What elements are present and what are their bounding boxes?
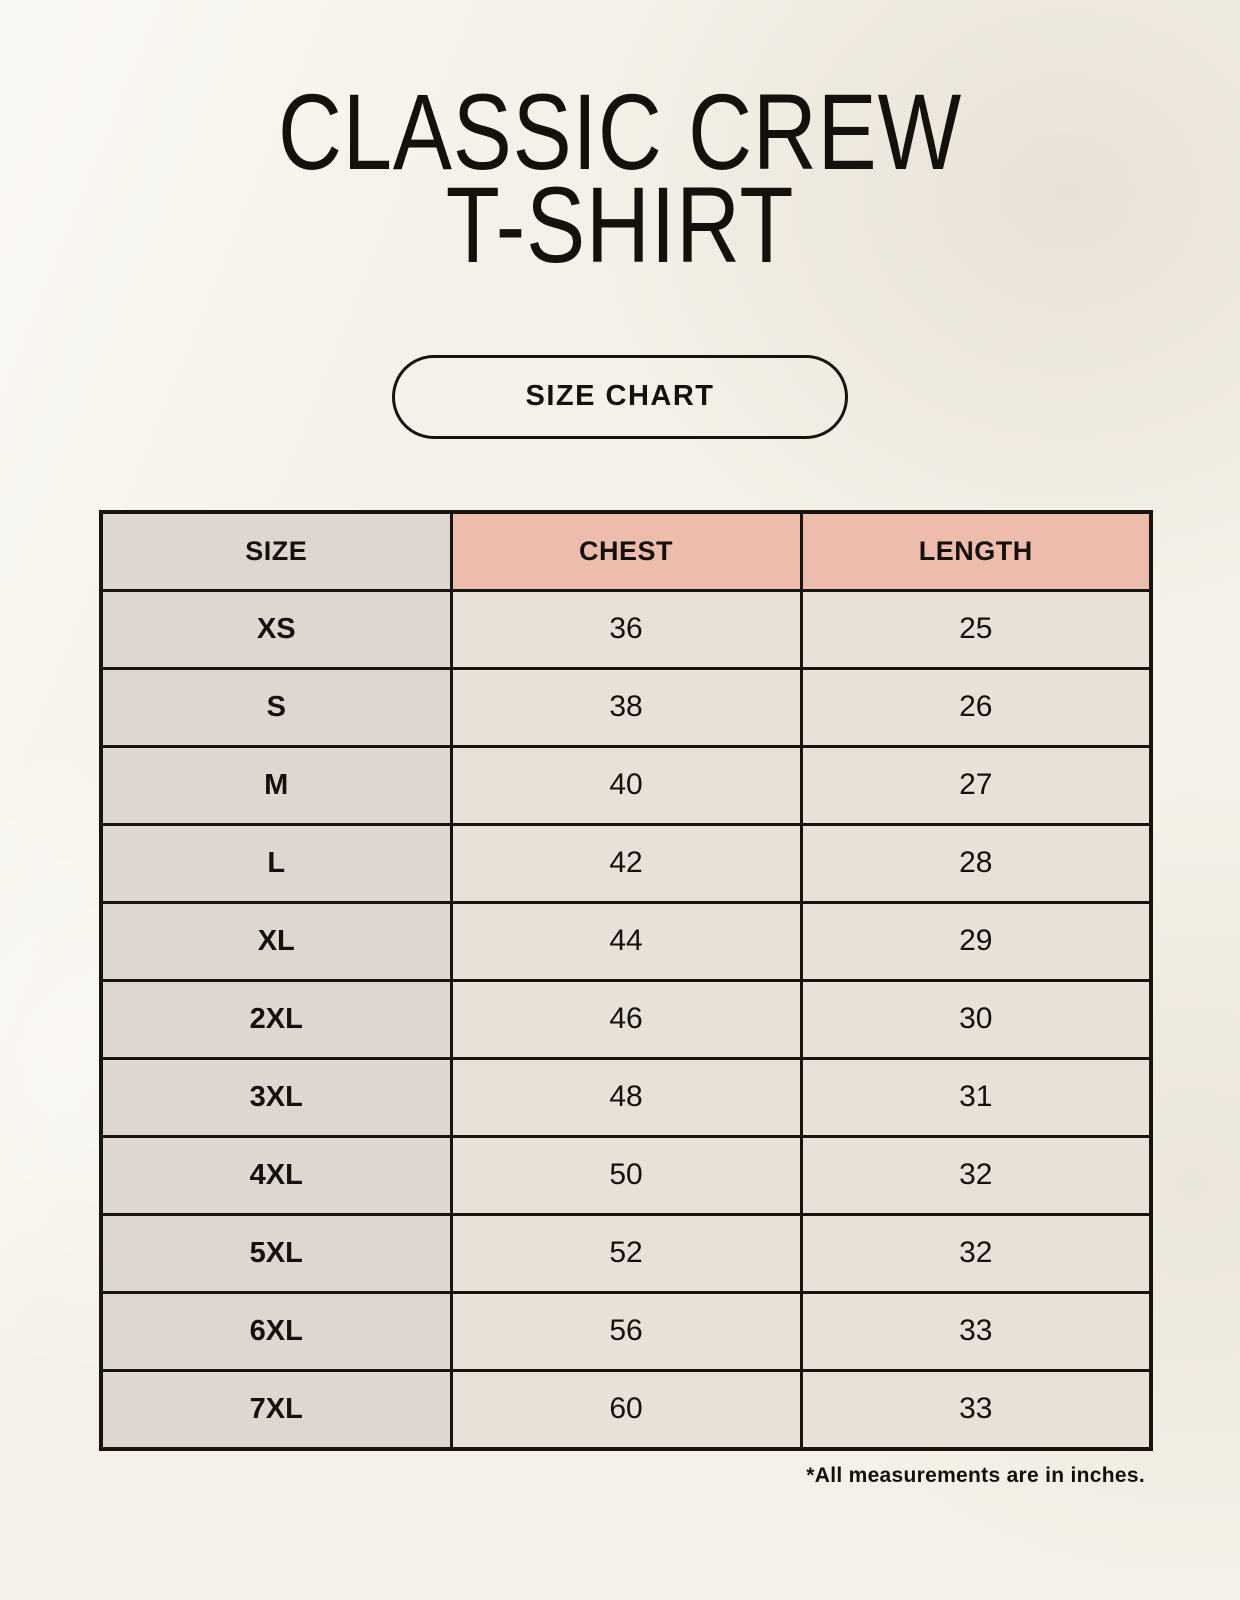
column-header-chest: CHEST bbox=[449, 510, 803, 592]
size-chart-badge-label: SIZE CHART bbox=[525, 380, 715, 413]
table-row: 7XL 60 33 bbox=[99, 1368, 1153, 1451]
table-row: S 38 26 bbox=[99, 666, 1153, 748]
chest-cell: 42 bbox=[449, 822, 803, 904]
table-row: 2XL 46 30 bbox=[99, 978, 1153, 1060]
column-header-length: LENGTH bbox=[799, 510, 1153, 592]
chest-cell: 48 bbox=[449, 1056, 803, 1138]
chest-cell: 56 bbox=[449, 1290, 803, 1372]
size-cell: 4XL bbox=[99, 1134, 453, 1216]
chest-cell: 46 bbox=[449, 978, 803, 1060]
size-cell: 7XL bbox=[99, 1368, 453, 1451]
table-row: 4XL 50 32 bbox=[99, 1134, 1153, 1216]
length-cell: 29 bbox=[799, 900, 1153, 982]
size-cell: M bbox=[99, 744, 453, 826]
length-cell: 32 bbox=[799, 1134, 1153, 1216]
size-cell: 6XL bbox=[99, 1290, 453, 1372]
table-header-row: SIZE CHEST LENGTH bbox=[99, 510, 1153, 592]
chest-cell: 40 bbox=[449, 744, 803, 826]
length-cell: 32 bbox=[799, 1212, 1153, 1294]
table-row: 5XL 52 32 bbox=[99, 1212, 1153, 1294]
column-header-size: SIZE bbox=[99, 510, 453, 592]
size-cell: S bbox=[99, 666, 453, 748]
size-cell: 3XL bbox=[99, 1056, 453, 1138]
table-row: M 40 27 bbox=[99, 744, 1153, 826]
size-cell: XL bbox=[99, 900, 453, 982]
length-cell: 31 bbox=[799, 1056, 1153, 1138]
chest-cell: 44 bbox=[449, 900, 803, 982]
size-cell: XS bbox=[99, 588, 453, 670]
table-row: XL 44 29 bbox=[99, 900, 1153, 982]
length-cell: 27 bbox=[799, 744, 1153, 826]
table-row: XS 36 25 bbox=[99, 588, 1153, 670]
length-cell: 33 bbox=[799, 1368, 1153, 1451]
length-cell: 25 bbox=[799, 588, 1153, 670]
size-chart-table: SIZE CHEST LENGTH XS 36 25 S 38 26 M 40 27 L 42 28 X… bbox=[99, 509, 1153, 1451]
size-cell: 2XL bbox=[99, 978, 453, 1060]
content-area: CLASSIC CREW T-SHIRT SIZE CHART SIZE CHE… bbox=[99, 0, 1153, 1487]
size-cell: L bbox=[99, 822, 453, 904]
size-chart-badge[interactable]: SIZE CHART bbox=[392, 354, 848, 439]
chest-cell: 50 bbox=[449, 1134, 803, 1216]
chest-cell: 60 bbox=[449, 1368, 803, 1451]
chest-cell: 52 bbox=[449, 1212, 803, 1294]
page-title: CLASSIC CREW T-SHIRT bbox=[112, 0, 1129, 285]
chest-cell: 36 bbox=[449, 588, 803, 670]
table-row: 6XL 56 33 bbox=[99, 1290, 1153, 1372]
title-line-1: CLASSIC CREW bbox=[277, 71, 962, 192]
size-cell: 5XL bbox=[99, 1212, 453, 1294]
table-row: 3XL 48 31 bbox=[99, 1056, 1153, 1138]
length-cell: 33 bbox=[799, 1290, 1153, 1372]
length-cell: 26 bbox=[799, 666, 1153, 748]
table-row: L 42 28 bbox=[99, 822, 1153, 904]
length-cell: 28 bbox=[799, 822, 1153, 904]
measurements-footnote: *All measurements are in inches. bbox=[806, 1463, 1145, 1487]
title-line-2: T-SHIRT bbox=[445, 163, 795, 285]
chest-cell: 38 bbox=[449, 666, 803, 748]
length-cell: 30 bbox=[799, 978, 1153, 1060]
